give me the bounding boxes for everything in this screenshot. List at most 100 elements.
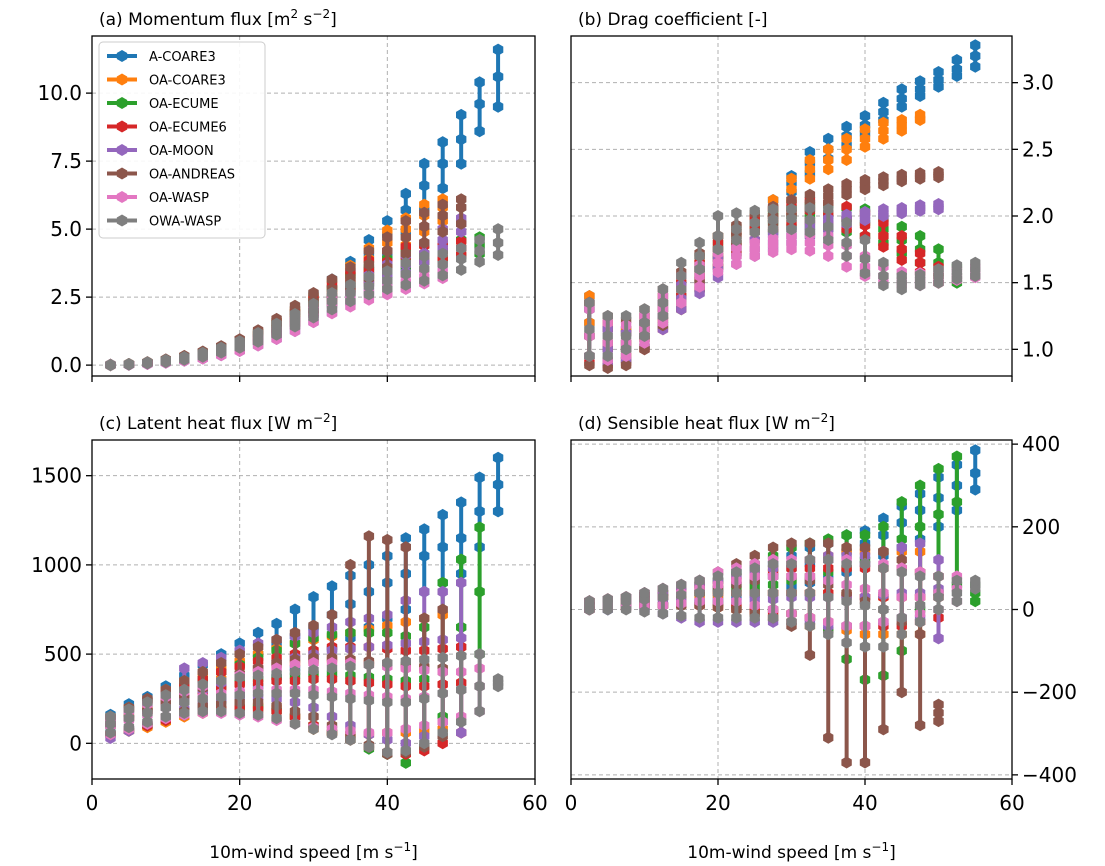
- legend-label: OA-COARE3: [149, 74, 226, 89]
- data-point: [327, 609, 337, 621]
- panel-title: (a) Momentum flux [m2 s−2]: [99, 7, 337, 30]
- y-tick-label: 2.0: [1022, 204, 1054, 228]
- data-point: [456, 133, 466, 145]
- series-OA-ANDREAS: [584, 537, 944, 768]
- data-point: [860, 757, 870, 769]
- legend-label: OA-ECUME: [149, 97, 219, 112]
- data-point: [897, 686, 907, 698]
- series-OWA-WASP: [584, 202, 980, 362]
- data-point: [970, 484, 980, 496]
- legend-label: OWA-WASP: [149, 215, 221, 230]
- data-point: [915, 521, 925, 533]
- data-point: [474, 256, 484, 268]
- data-point: [456, 158, 466, 170]
- panel-b: 1.01.52.02.53.0(b) Drag coefficient [-]: [571, 10, 1054, 382]
- legend-label: OA-WASP: [149, 191, 209, 206]
- panel-d: 0 20 40 60−400−2000200400(d) Sensible heat …: [565, 411, 1077, 863]
- data-point: [438, 541, 448, 553]
- data-point: [933, 554, 943, 566]
- series-OA-ECUME6: [584, 562, 944, 632]
- data-point: [694, 237, 704, 249]
- data-point: [419, 612, 429, 624]
- data-point: [474, 648, 484, 660]
- x-axis-label: 10m-wind speed [m s−1]: [209, 840, 417, 863]
- data-point: [493, 237, 503, 249]
- data-point: [474, 505, 484, 517]
- data-point: [805, 649, 815, 661]
- data-point: [271, 618, 281, 630]
- data-point: [841, 529, 851, 541]
- data-point: [382, 534, 392, 546]
- data-point: [970, 444, 980, 456]
- y-tick-label: 0.0: [50, 353, 82, 377]
- y-tick-label: 200: [1022, 515, 1060, 539]
- series-OA-ECUME6: [105, 235, 466, 371]
- data-point: [438, 586, 448, 598]
- data-point: [456, 496, 466, 508]
- data-point: [878, 521, 888, 533]
- data-point: [970, 467, 980, 479]
- x-tick-label: 40: [375, 791, 400, 815]
- data-point: [456, 264, 466, 276]
- data-point: [456, 650, 466, 662]
- y-tick-label: 2.5: [50, 285, 82, 309]
- series-OA-ECUME6: [105, 641, 466, 760]
- data-point: [290, 604, 300, 616]
- data-point: [493, 479, 503, 491]
- data-point: [345, 559, 355, 571]
- data-point: [731, 207, 741, 219]
- data-point: [823, 143, 833, 155]
- x-tick-label: 40: [852, 791, 877, 815]
- data-point: [456, 532, 466, 544]
- y-tick-label: 2.5: [1022, 137, 1054, 161]
- y-tick-label: 0: [1022, 598, 1035, 622]
- y-tick-label: 400: [1022, 432, 1060, 456]
- data-point: [952, 451, 962, 463]
- legend-label: OA-ANDREAS: [149, 168, 235, 183]
- data-point: [474, 521, 484, 533]
- data-point: [419, 550, 429, 562]
- data-point: [364, 530, 374, 542]
- data-point: [419, 523, 429, 535]
- data-point: [401, 541, 411, 553]
- y-tick-label: 1500: [31, 464, 82, 488]
- data-point: [327, 580, 337, 592]
- data-point: [933, 604, 943, 616]
- y-tick-label: 1.0: [1022, 337, 1054, 361]
- data-point: [456, 577, 466, 589]
- data-point: [878, 641, 888, 653]
- data-point: [438, 158, 448, 170]
- data-point: [933, 463, 943, 475]
- data-point: [768, 542, 778, 554]
- data-point: [841, 154, 851, 166]
- data-point: [878, 723, 888, 735]
- data-point: [897, 83, 907, 95]
- data-point: [474, 472, 484, 484]
- data-point: [308, 591, 318, 603]
- data-point: [253, 627, 263, 639]
- data-point: [933, 508, 943, 520]
- y-tick-label: 5.0: [50, 217, 82, 241]
- data-point: [841, 261, 851, 273]
- x-tick-label: 60: [999, 791, 1024, 815]
- data-point: [841, 757, 851, 769]
- data-point: [456, 632, 466, 644]
- data-point: [915, 480, 925, 492]
- panel-title: (c) Latent heat flux [W m−2]: [99, 411, 337, 434]
- data-point: [401, 188, 411, 200]
- y-tick-label: 1.5: [1022, 271, 1054, 295]
- legend-label: A-COARE3: [149, 50, 216, 65]
- data-point: [841, 250, 851, 262]
- data-point: [493, 452, 503, 464]
- data-point: [860, 641, 870, 653]
- data-point: [474, 125, 484, 137]
- data-point: [915, 719, 925, 731]
- x-tick-label: 0: [565, 791, 578, 815]
- data-point: [456, 554, 466, 566]
- data-point: [493, 223, 503, 235]
- data-point: [933, 699, 943, 711]
- y-tick-label: 0: [69, 731, 82, 755]
- y-tick-label: 10.0: [37, 81, 82, 105]
- data-point: [952, 496, 962, 508]
